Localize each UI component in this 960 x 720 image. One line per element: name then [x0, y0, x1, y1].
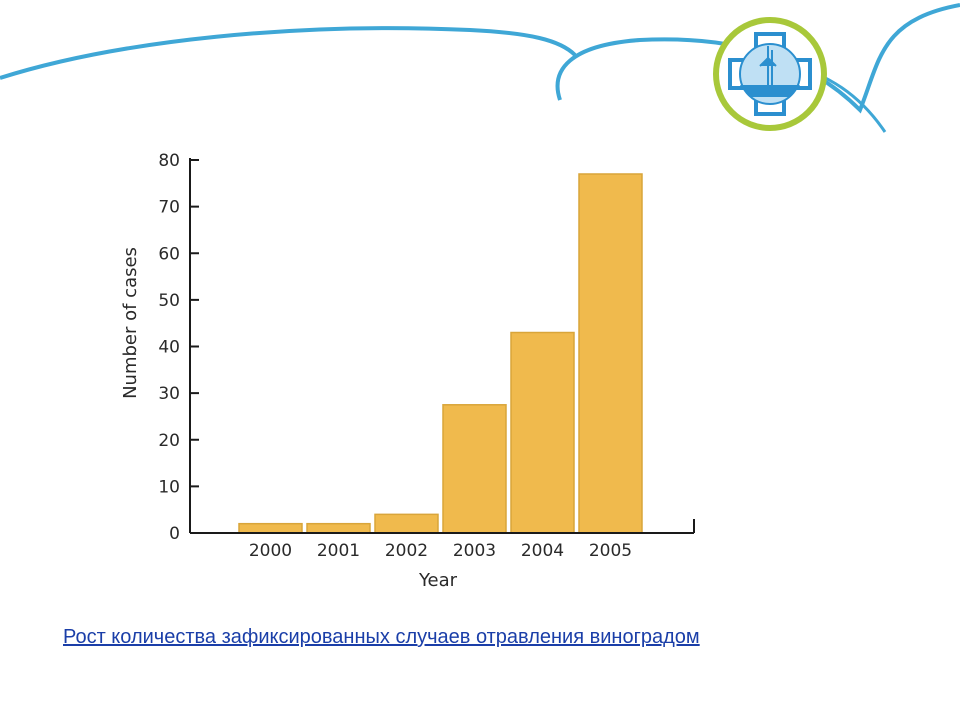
- bar-2004: [510, 331, 575, 534]
- x-ticks-group: 2000 2001 2002 2003 2004 2005: [249, 541, 632, 561]
- x-tick-label: 2003: [453, 541, 496, 561]
- bar-2000: [238, 522, 303, 534]
- x-tick-label: 2001: [317, 541, 360, 561]
- y-tick-label: 60: [158, 244, 180, 264]
- x-tick-label: 2002: [385, 541, 428, 561]
- bars-group: [238, 173, 643, 534]
- bar-2005: [578, 173, 643, 534]
- y-tick-label: 80: [158, 151, 180, 171]
- y-tick-label: 50: [158, 291, 180, 311]
- x-tick-label: 2004: [521, 541, 564, 561]
- y-ticks-group: 0 10 20 30 40 50 60 70 80: [158, 151, 199, 544]
- wave-line-left: [0, 26, 577, 80]
- x-tick-label: 2005: [589, 541, 632, 561]
- bar-2001: [306, 522, 371, 534]
- caption-link[interactable]: Рост количества зафиксированных случаев …: [63, 626, 700, 648]
- y-tick-label: 40: [158, 338, 180, 358]
- y-tick-label: 0: [169, 524, 180, 544]
- y-tick-label: 20: [158, 431, 180, 451]
- x-axis-title: Year: [418, 570, 458, 591]
- y-tick-label: 70: [158, 198, 180, 218]
- bar-2003: [442, 404, 507, 534]
- x-tick-label: 2000: [249, 541, 292, 561]
- y-tick-label: 10: [158, 477, 180, 497]
- y-axis-title: Number of cases: [120, 247, 141, 399]
- logo-ship: [739, 46, 801, 97]
- bar-2002: [374, 513, 439, 534]
- medical-cross-emblem-icon: [713, 17, 827, 131]
- y-tick-label: 30: [158, 384, 180, 404]
